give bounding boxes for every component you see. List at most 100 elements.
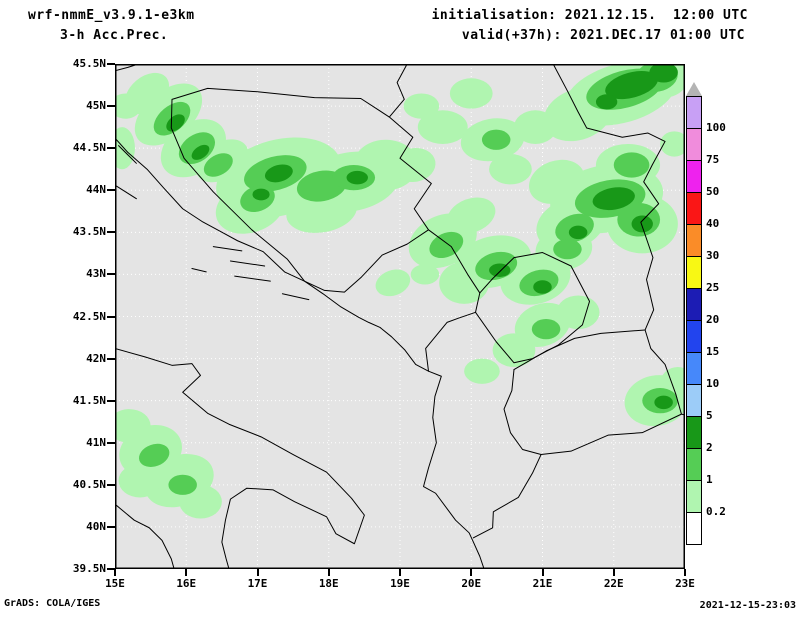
legend-value-label: 50 [706,185,720,198]
legend-color-box [686,224,702,257]
precip-blob-dark [595,94,618,110]
legend-color-box [686,288,702,321]
lat-tick-label: 42N [86,351,106,365]
precip-blob-dark [631,215,653,233]
legend-value-label: 1 [706,473,713,486]
lon-tick-mark [327,569,330,576]
lat-tick-mark [107,525,115,528]
map-frame [115,64,685,569]
precip-blob-dark [649,64,678,83]
legend-value-label: 25 [706,281,720,294]
precip-blob-dark [252,188,270,201]
legend-value-label: 100 [706,121,726,134]
precip-blob-dark [605,70,658,100]
lat-tick-label: 45.5N [72,57,106,70]
lat-tick-mark [107,399,115,402]
precip-blob-dark [264,164,293,183]
precip-blob-light [392,148,436,182]
precip-blob-light [447,197,496,234]
precip-blob-light [492,333,536,367]
legend-color-box [686,256,702,289]
precip-blob-mid [429,231,464,259]
lat-tick-mark [107,189,115,192]
precip-blob-light [556,295,600,330]
lat-tick-label: 40.5N [72,477,106,491]
lat-tick-label: 40N [86,519,106,533]
precip-blob-light [449,78,493,109]
precip-blob-light [410,264,440,285]
precip-blob-light [118,463,162,498]
lon-tick-mark [470,569,473,576]
precip-blob-dark [533,280,552,294]
border-macedonia-albania [504,370,541,455]
legend-value-label: 40 [706,217,720,230]
legend-color-box [686,384,702,417]
lat-tick-label: 44N [86,183,106,197]
map-canvas [115,64,685,569]
lat-tick-label: 42.5N [72,309,106,323]
lat-tick-label: 43N [86,267,106,281]
model-title: wrf-nmmE_v3.9.1-e3km [28,8,195,23]
lon-tick-label: 17E [247,577,268,590]
lat-tick-mark [107,231,115,234]
border-croatia-serbia [389,64,407,117]
precip-blob-mid [613,152,650,178]
legend-color-box [686,96,702,129]
legend-color-box [686,160,702,193]
lat-tick-label: 44.5N [72,141,106,155]
precip-blob-mid [481,129,511,150]
precip-blob-light [375,269,411,297]
lon-tick-mark [684,569,686,576]
legend-color-box [686,320,702,353]
precip-blob-mid [138,443,170,467]
lon-tick-label: 19E [390,577,410,590]
lat-tick-label: 39.5N [72,562,106,575]
legend-color-box [686,192,702,225]
lon-tick-mark [399,569,401,576]
legend-value-label: 5 [706,409,713,422]
legend-value-label: 10 [706,377,720,390]
legend-value-label: 20 [706,313,720,326]
lon-tick-mark [185,569,188,576]
product-title: 3-h Acc.Prec. [60,28,169,43]
coastline-italy-adriatic [115,348,364,569]
border-kosovo [476,253,590,363]
legend-value-label: 15 [706,345,720,358]
lon-tick-label: 23E [675,577,695,590]
lat-tick-label: 43.5N [72,225,106,239]
precip-blob-dark [654,395,673,410]
lat-tick-mark [107,105,115,108]
legend-color-box [686,512,702,545]
legend-overflow-triangle [686,82,702,96]
precip-blob-mid [531,319,561,340]
legend-color-box [686,480,702,513]
precip-blob-light [403,93,440,119]
precip-shading-layer [115,64,685,519]
precip-blob-dark [489,263,511,277]
lon-tick-mark [612,569,615,576]
precip-blob-light [489,154,532,185]
precip-blob-light [115,127,135,170]
init-time-label: initialisation: 2021.12.15. 12:00 UTC [431,8,748,23]
lat-tick-mark [107,483,115,486]
lon-tick-label: 22E [603,577,624,590]
lat-tick-mark [107,63,115,65]
lon-tick-label: 21E [532,577,553,590]
border-serbia-romania-bulgaria [553,64,685,415]
precip-blob-light [115,93,142,119]
legend-color-box [686,448,702,481]
lat-tick-label: 41N [86,435,106,449]
lat-tick-label: 45N [86,99,106,113]
legend-color-box [686,352,702,385]
precip-blob-light [464,358,500,384]
lat-tick-mark [107,315,115,318]
lon-tick-label: 15E [105,577,125,590]
legend-value-label: 30 [706,249,720,262]
lon-tick-mark [114,569,116,576]
lat-tick-mark [107,357,115,360]
legend-color-box [686,128,702,161]
coastline-italy-tyrrhenian [115,504,174,569]
legend-value-label: 75 [706,153,720,166]
lat-tick-mark [107,147,115,150]
precip-blob-mid [168,474,197,495]
